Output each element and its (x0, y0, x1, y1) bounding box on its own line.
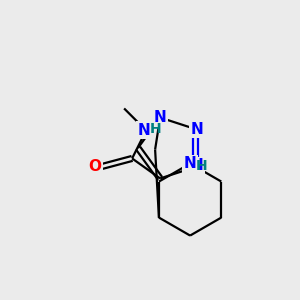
Text: H: H (195, 159, 207, 172)
Text: N: N (138, 123, 151, 138)
Text: N: N (190, 122, 203, 137)
Text: N: N (154, 110, 166, 125)
Text: H: H (149, 122, 161, 136)
Text: N: N (190, 158, 203, 173)
Text: O: O (88, 159, 102, 174)
Text: N: N (184, 156, 196, 171)
